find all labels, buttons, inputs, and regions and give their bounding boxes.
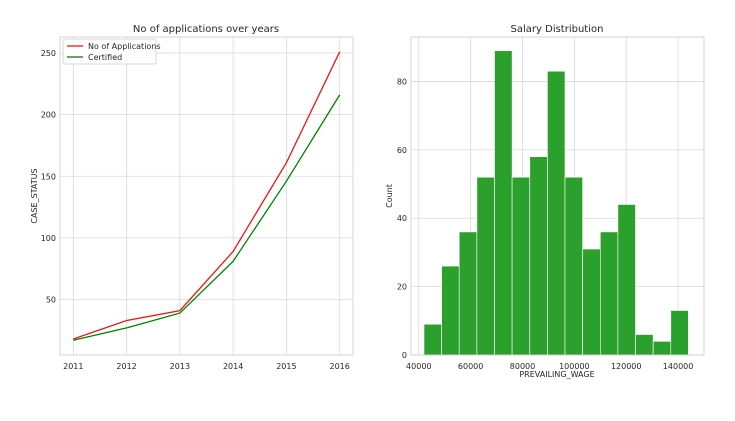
- x-tick-label: 60000: [458, 362, 483, 371]
- line-chart-y-label: CASE_STATUS: [30, 168, 39, 223]
- x-tick-label: 2015: [276, 362, 296, 371]
- line-chart: No of applications over years 2011 2012 20…: [30, 24, 354, 371]
- legend-label-applications: No of Applications: [88, 42, 161, 51]
- x-tick-label: 2016: [330, 362, 350, 371]
- y-tick-label: 20: [397, 283, 407, 292]
- x-tick-label: 120000: [611, 362, 642, 371]
- series-line-certified: [73, 94, 341, 341]
- x-tick-label: 2012: [116, 362, 136, 371]
- histogram-y-label: Count: [385, 184, 394, 208]
- histogram-x-label: PREVAILING_WAGE: [519, 370, 594, 379]
- line-chart-legend: No of Applications Certified: [62, 38, 161, 65]
- y-tick-label: 150: [41, 172, 56, 181]
- histogram-bar: [423, 323, 442, 356]
- histogram-bar: [582, 248, 601, 356]
- x-tick-label: 2011: [63, 362, 83, 371]
- histogram-bar: [670, 310, 689, 356]
- x-tick-label: 40000: [406, 362, 431, 371]
- x-tick-label: 140000: [663, 362, 694, 371]
- line-chart-series: [73, 51, 341, 341]
- y-tick-label: 0: [402, 351, 407, 360]
- y-tick-label: 80: [397, 77, 407, 86]
- line-chart-x-ticks: 2011 2012 2013 2014 2015 2016: [63, 362, 350, 371]
- y-tick-label: 250: [41, 49, 56, 58]
- histogram-bar: [617, 204, 636, 356]
- x-tick-label: 100000: [559, 362, 590, 371]
- histogram-bar: [529, 156, 548, 356]
- x-tick-label: 80000: [510, 362, 535, 371]
- histogram-chart: Salary Distribution 40000 60000 80000 10000…: [385, 24, 705, 379]
- line-chart-frame: [59, 36, 354, 356]
- histogram-bar: [476, 176, 495, 356]
- histogram-bar: [547, 70, 566, 356]
- histogram-bar: [635, 334, 654, 356]
- legend-label-certified: Certified: [88, 53, 122, 62]
- y-tick-label: 200: [41, 111, 56, 120]
- y-tick-label: 60: [397, 146, 407, 155]
- y-tick-label: 50: [46, 296, 56, 305]
- histogram-bar: [494, 50, 513, 356]
- histogram-bar: [511, 176, 530, 356]
- histogram-frame: [410, 36, 705, 356]
- x-tick-label: 2013: [170, 362, 190, 371]
- histogram-y-ticks: 0 20 40 60 80: [397, 77, 407, 360]
- x-tick-label: 2014: [223, 362, 243, 371]
- line-chart-y-ticks: 50 100 150 200 250: [41, 49, 56, 305]
- y-tick-label: 40: [397, 214, 407, 223]
- histogram-bar: [599, 231, 619, 356]
- histogram-bars: [423, 50, 689, 356]
- histogram-bar: [441, 265, 460, 356]
- histogram-bar: [652, 340, 672, 356]
- histogram-bar: [564, 176, 583, 356]
- histogram-bar: [458, 231, 478, 356]
- series-line-applications: [73, 51, 341, 340]
- y-tick-label: 100: [41, 234, 56, 243]
- histogram-title: Salary Distribution: [511, 24, 604, 35]
- legend-box: [62, 38, 157, 65]
- line-chart-title: No of applications over years: [133, 24, 279, 35]
- histogram-x-ticks: 40000 60000 80000 100000 120000 140000: [406, 362, 693, 371]
